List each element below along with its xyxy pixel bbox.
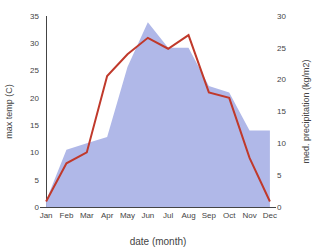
svg-text:Mar: Mar <box>80 211 94 220</box>
svg-text:Apr: Apr <box>101 211 114 220</box>
svg-text:date (month): date (month) <box>130 236 187 247</box>
svg-text:25: 25 <box>30 66 39 75</box>
svg-text:20: 20 <box>30 94 39 103</box>
svg-text:Sep: Sep <box>202 211 217 220</box>
svg-text:0: 0 <box>277 203 282 212</box>
svg-text:30: 30 <box>30 39 39 48</box>
svg-text:25: 25 <box>277 44 286 53</box>
svg-text:5: 5 <box>35 176 40 185</box>
svg-text:Feb: Feb <box>60 211 74 220</box>
svg-text:Nov: Nov <box>242 211 256 220</box>
svg-text:10: 10 <box>30 148 39 157</box>
svg-text:35: 35 <box>30 12 39 21</box>
svg-text:May: May <box>120 211 135 220</box>
svg-text:Oct: Oct <box>223 211 236 220</box>
svg-text:20: 20 <box>277 75 286 84</box>
svg-text:0: 0 <box>35 203 40 212</box>
svg-text:Jul: Jul <box>163 211 173 220</box>
svg-text:Dec: Dec <box>263 211 277 220</box>
svg-text:15: 15 <box>277 107 286 116</box>
svg-text:30: 30 <box>277 12 286 21</box>
svg-text:15: 15 <box>30 121 39 130</box>
svg-text:med. precipitation (kg/m2): med. precipitation (kg/m2) <box>301 59 311 163</box>
svg-text:Jun: Jun <box>141 211 154 220</box>
svg-text:10: 10 <box>277 139 286 148</box>
svg-text:Aug: Aug <box>181 211 195 220</box>
svg-text:Jan: Jan <box>40 211 53 220</box>
svg-text:5: 5 <box>277 171 282 180</box>
svg-text:max temp (C): max temp (C) <box>4 84 14 139</box>
